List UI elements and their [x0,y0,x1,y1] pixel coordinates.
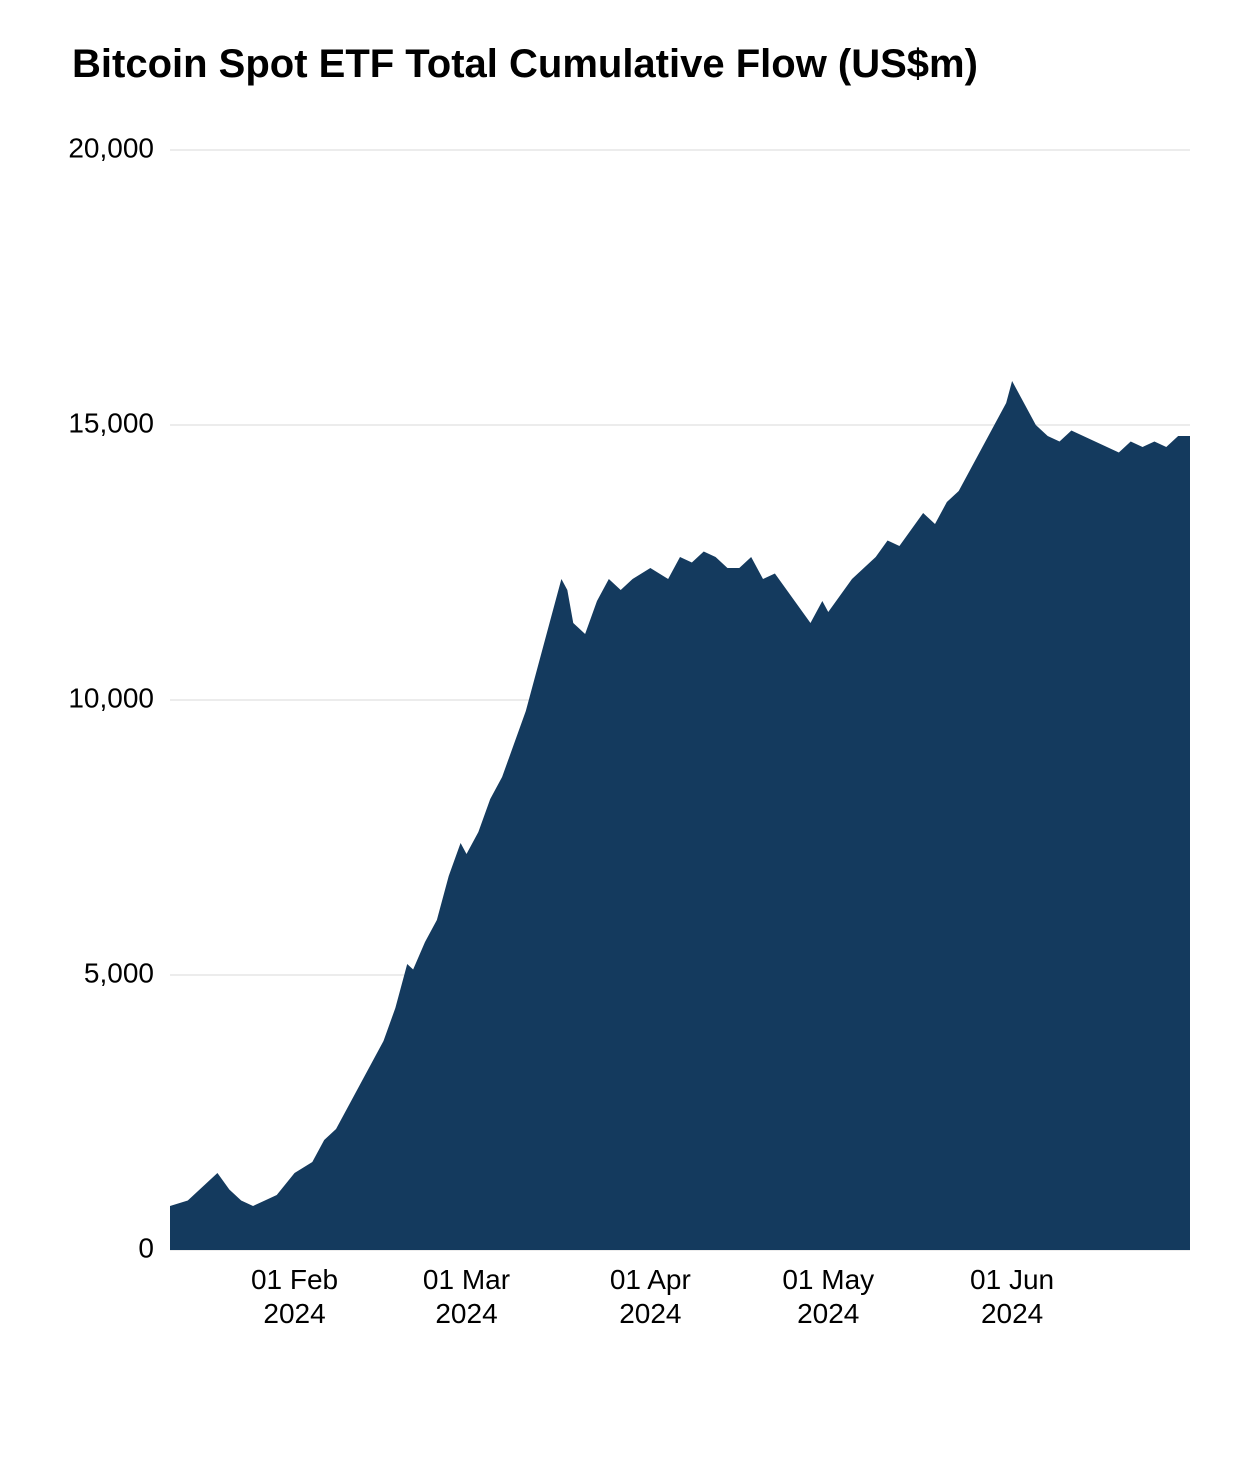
y-axis-label: 5,000 [84,957,154,988]
y-axis-label: 15,000 [68,407,154,438]
x-axis-label-line2: 2024 [263,1298,325,1329]
x-axis-label-line1: 01 Jun [970,1264,1054,1295]
x-axis-label-line2: 2024 [619,1298,681,1329]
chart-plot-area: 05,00010,00015,00020,00001 Feb202401 Mar… [170,150,1190,1370]
y-axis-label: 10,000 [68,682,154,713]
x-axis-label-line1: 01 May [782,1264,874,1295]
x-axis-label-line1: 01 Apr [610,1264,691,1295]
y-axis-label: 0 [138,1232,154,1263]
x-axis-label-line1: 01 Mar [423,1264,510,1295]
x-axis-label-line1: 01 Feb [251,1264,338,1295]
page-root: Bitcoin Spot ETF Total Cumulative Flow (… [0,0,1240,1464]
y-axis-label: 20,000 [68,132,154,163]
area-series [170,381,1190,1250]
chart-svg: 05,00010,00015,00020,00001 Feb202401 Mar… [170,150,1190,1370]
chart-title: Bitcoin Spot ETF Total Cumulative Flow (… [72,42,978,87]
x-axis-label-line2: 2024 [797,1298,859,1329]
x-axis-label-line2: 2024 [435,1298,497,1329]
x-axis-label-line2: 2024 [981,1298,1043,1329]
